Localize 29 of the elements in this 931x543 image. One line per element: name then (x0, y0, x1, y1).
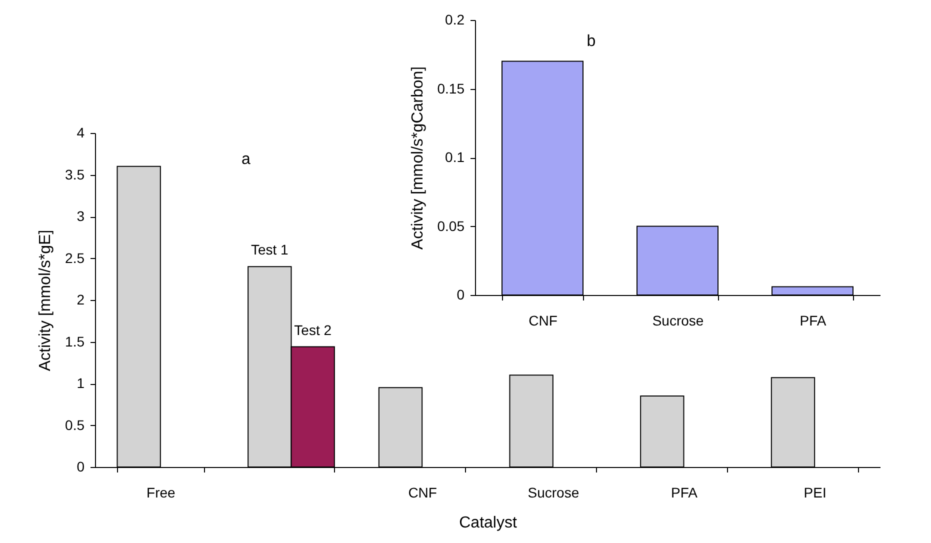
y-tick-label: 4 (76, 124, 85, 140)
x-tick-label: CNF (528, 312, 558, 328)
y-axis-title: Activity [mmol/s*gE] (37, 230, 54, 372)
x-tick-label: Free (146, 484, 176, 500)
y-tick-label: 1.5 (65, 333, 85, 350)
series-label: Test 1 (250, 242, 289, 258)
y-tick-label: 0.05 (437, 218, 465, 234)
y-tick-label: 0 (456, 286, 465, 302)
x-axis-title: Catalyst (459, 514, 518, 532)
y-tick-label: 3.5 (65, 166, 85, 182)
series-label: Test 2 (294, 322, 332, 338)
x-tick-label: PFA (800, 312, 827, 328)
y-tick-label: 3 (76, 208, 85, 224)
x-tick-label: CNF (408, 484, 437, 500)
y-tick-label: 0.1 (445, 149, 465, 165)
y-tick-label: 0.15 (437, 80, 465, 96)
text: b (586, 33, 596, 50)
x-tick-label: Sucrose (652, 312, 704, 328)
y-tick-label: 2.5 (65, 250, 85, 266)
x-tick-label: Sucrose (528, 484, 580, 500)
text: a (242, 151, 251, 168)
y-tick-label: 0.2 (445, 12, 465, 28)
y-tick-label: 0 (76, 458, 85, 474)
x-tick-label: PFA (671, 484, 698, 500)
y-tick-label: 1 (76, 375, 85, 391)
y-tick-label: 0.5 (65, 416, 85, 433)
y-tick-label: 2 (76, 292, 85, 308)
x-tick-label: PEI (804, 484, 826, 500)
y-axis-title: Activity [mmol/s*gCarbon] (409, 66, 426, 250)
